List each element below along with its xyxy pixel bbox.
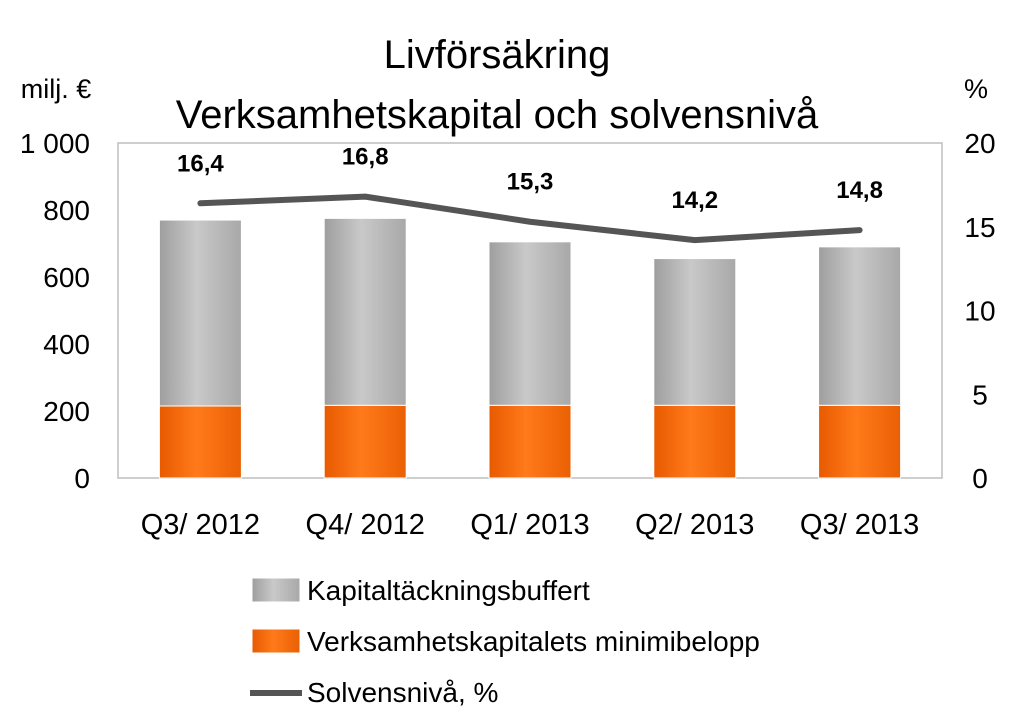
- left-tick-label: 0: [74, 463, 90, 494]
- bar-kapitalt-ckningsbuffert-2: [323, 217, 407, 406]
- bar-verksamhetskapitalets-minimibelopp-4: [653, 404, 737, 479]
- legend: Kapitaltäckningsbuffert Verksamhetskapita…: [250, 575, 760, 708]
- left-tick-label: 800: [43, 195, 90, 226]
- legend-swatch-kapitalt-ckningsbuffert: [251, 577, 301, 603]
- solvency-label-3: 15,3: [507, 169, 554, 196]
- left-tick-label: 600: [43, 262, 90, 293]
- bar-kapitalt-ckningsbuffert-4: [653, 258, 737, 406]
- right-tick-label: 10: [964, 296, 995, 327]
- category-label: Q3/ 2012: [141, 509, 260, 541]
- bar-kapitalt-ckningsbuffert-3: [488, 241, 572, 406]
- category-label: Q1/ 2013: [470, 509, 589, 541]
- chart-title: Livförsäkring: [384, 33, 611, 77]
- bar-verksamhetskapitalets-minimibelopp-5: [818, 404, 902, 479]
- bar-verksamhetskapitalets-minimibelopp-1: [158, 405, 242, 479]
- bars-group: [158, 217, 902, 479]
- legend-label-solvensniv: Solvensnivå, %: [307, 677, 498, 708]
- bar-kapitalt-ckningsbuffert-5: [818, 246, 902, 406]
- legend-swatch-verksamhetskapitalets-minimibelopp: [251, 628, 301, 654]
- chart-subtitle: Verksamhetskapital och solvensnivå: [176, 93, 819, 137]
- solvency-label-4: 14,2: [671, 187, 718, 214]
- category-label: Q4/ 2012: [306, 509, 425, 541]
- line-group: 16,4 16,8 15,3 14,2 14,8: [177, 144, 883, 244]
- solvency-label-1: 16,4: [177, 150, 224, 177]
- right-tick-label: 0: [972, 463, 988, 494]
- solvency-line: [197, 193, 863, 244]
- right-axis-unit: %: [964, 74, 988, 104]
- bar-verksamhetskapitalets-minimibelopp-3: [488, 404, 572, 479]
- solvency-label-5: 14,8: [836, 177, 883, 204]
- right-tick-label: 20: [964, 128, 995, 159]
- right-tick-label: 5: [972, 379, 988, 410]
- legend-label-kapitalt-ckningsbuffert: Kapitaltäckningsbuffert: [307, 575, 590, 606]
- category-label: Q2/ 2013: [635, 509, 754, 541]
- solvency-label-2: 16,8: [342, 144, 389, 171]
- right-tick-label: 15: [964, 212, 995, 243]
- bar-kapitalt-ckningsbuffert-1: [158, 219, 242, 407]
- ticks-group: 0 200 400 600 800 1 000 0 5 10 15 20 Q3/ 2012 Q4/ 20…: [20, 128, 996, 541]
- left-tick-label: 1 000: [20, 128, 90, 159]
- left-axis-unit: milj. €: [21, 74, 92, 104]
- left-tick-label: 400: [43, 329, 90, 360]
- bar-verksamhetskapitalets-minimibelopp-2: [323, 404, 407, 479]
- category-label: Q3/ 2013: [800, 509, 919, 541]
- legend-label-verksamhetskapitalets-minimibelopp: Verksamhetskapitalets minimibelopp: [307, 626, 760, 657]
- left-tick-label: 200: [43, 396, 90, 427]
